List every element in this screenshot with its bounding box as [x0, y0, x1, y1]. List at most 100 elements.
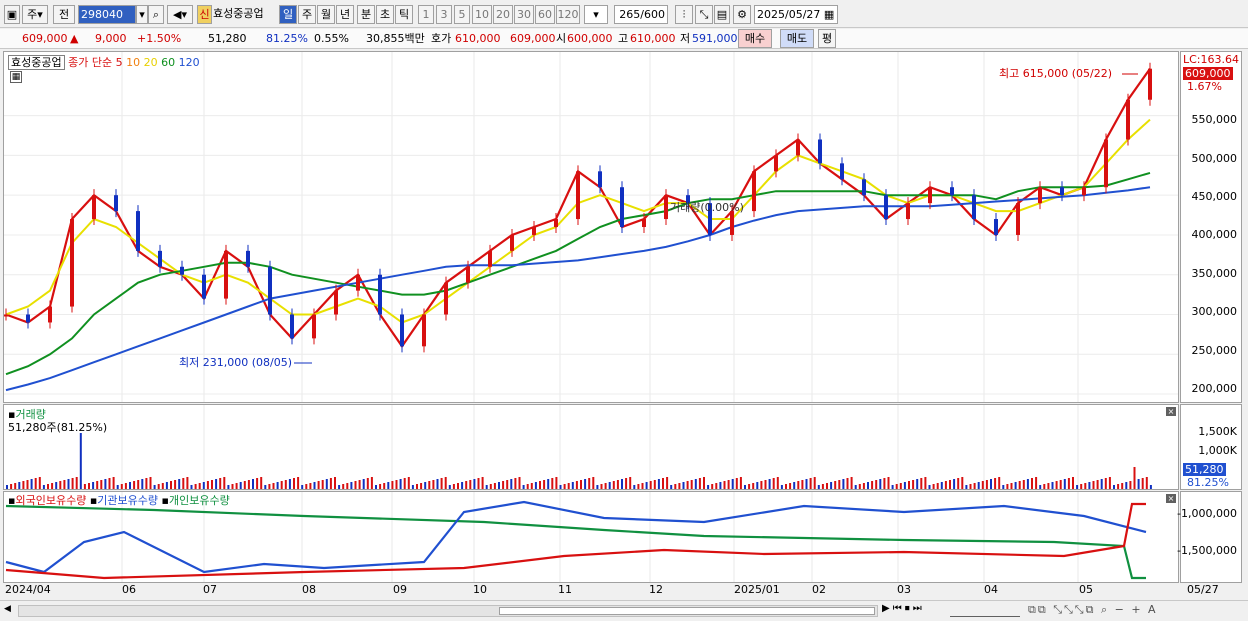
candle-body [708, 203, 712, 235]
volume-bar [346, 483, 349, 489]
volume-bar [891, 485, 894, 489]
candle-body [1148, 68, 1152, 100]
tab-day[interactable]: 일 [279, 5, 297, 24]
price-panel[interactable]: 효성중공업 종가 단순 5 10 20 60 120 ▦ 최고 615,000 … [3, 51, 1179, 403]
scroll-thumb[interactable] [499, 607, 875, 615]
close-icon[interactable]: × [1166, 494, 1176, 503]
candle-body [664, 195, 668, 220]
volume-bar [420, 483, 423, 489]
scroll-track[interactable] [18, 605, 878, 617]
volume-bar [1141, 478, 1144, 489]
volume-bar [321, 480, 324, 489]
tick-5[interactable]: 5 [454, 5, 470, 24]
volume-bar [903, 482, 906, 489]
scroll-left-icon[interactable]: ◀ [4, 604, 11, 614]
candle-body [774, 155, 778, 172]
count-field[interactable]: 265/600 [614, 5, 668, 24]
xlabel: 02 [812, 583, 826, 596]
volume-bar [826, 483, 828, 489]
volume-bar [981, 481, 984, 489]
period-label: 주 [27, 8, 38, 21]
volume-bar [1129, 481, 1132, 489]
calendar-icon[interactable]: ▦ [823, 8, 835, 21]
buy-button[interactable]: 매수 [738, 29, 772, 48]
volume-bar [953, 479, 956, 489]
volume-bar [161, 483, 164, 489]
volume-bar [153, 485, 156, 489]
tab-tick[interactable]: 틱 [395, 5, 413, 24]
chevron-down-icon[interactable]: ▾ [136, 5, 148, 24]
playback-controls[interactable]: ▶⏮⏹⏭ [882, 603, 925, 614]
tick-20[interactable]: 20 [493, 5, 513, 24]
zoom-slider[interactable] [950, 603, 1020, 617]
legend-ma20: 20 [143, 56, 158, 69]
period-select[interactable]: 주▾ [22, 5, 48, 24]
tick-custom-select[interactable]: ▾ [584, 5, 608, 24]
volume-panel[interactable]: ▪거래량 51,280주(81.25%) × [3, 404, 1179, 490]
prev-button[interactable]: 전 [53, 5, 75, 24]
eval-button[interactable]: 평 [818, 29, 836, 48]
volume-bar [645, 482, 648, 489]
tick-120[interactable]: 120 [556, 5, 580, 24]
toolbar: ▣ 주▾ 전 298040 ▾ ⌕ ◀▾ 신 효성중공업 일 주 월 년 분 초… [0, 0, 1248, 28]
gear-icon[interactable]: ⚙ [733, 5, 751, 24]
ytick-450000: 450,000 [1191, 190, 1238, 203]
holding-chart [5, 492, 1147, 582]
tick-30[interactable]: 30 [514, 5, 534, 24]
line-tool-icon[interactable]: ⤡ [695, 5, 713, 24]
volume-bar [174, 480, 177, 489]
window-icon[interactable]: ▣ [4, 5, 20, 24]
tab-second[interactable]: 초 [376, 5, 394, 24]
volume-bar [6, 485, 8, 489]
speaker-icon[interactable]: ◀▾ [167, 5, 193, 24]
tab-minute[interactable]: 분 [357, 5, 375, 24]
candle-body [4, 314, 8, 317]
bottom-bar: ◀ ▶⏮⏹⏭ ⧉⧉ ⤡⤡⤡⧉ ⌕ − + A [0, 600, 1248, 621]
sell-button[interactable]: 매도 [780, 29, 814, 48]
volume-bar [961, 477, 964, 489]
volume-bar [990, 479, 992, 489]
volume-bar [350, 482, 353, 489]
holding-panel[interactable]: ▪외국인보유수량 ▪기관보유수량 ▪개인보유수량 × [3, 491, 1179, 583]
ask-price: 610,000 [455, 32, 501, 45]
volume-bar [1137, 479, 1140, 489]
stock-code-input[interactable]: 298040 [78, 5, 136, 24]
search-icon[interactable]: ⌕ [148, 5, 164, 24]
volume-bar [481, 477, 484, 489]
tab-week[interactable]: 주 [298, 5, 316, 24]
xlabel: 08 [302, 583, 316, 596]
volume-bar [674, 484, 677, 489]
volume-bar [580, 480, 582, 489]
tab-year[interactable]: 년 [336, 5, 354, 24]
volume-bar [1088, 482, 1091, 489]
volume-bar [801, 480, 804, 489]
volume-bar [854, 485, 857, 489]
save-icon[interactable]: ▤ [714, 5, 730, 24]
tick-60[interactable]: 60 [535, 5, 555, 24]
volume-bar [662, 478, 664, 489]
volume-bar [879, 479, 882, 489]
volume-bar [555, 477, 558, 489]
volume-bar [47, 484, 49, 489]
volume-bar [235, 483, 238, 489]
close-icon[interactable]: × [1166, 407, 1176, 416]
grid-icon[interactable]: ▦ [10, 71, 22, 83]
tool-icons[interactable]: ⧉⧉ ⤡⤡⤡⧉ ⌕ − + A [1028, 603, 1158, 616]
volume-bar [280, 481, 283, 489]
candle-body [972, 195, 976, 220]
volume-bar [288, 479, 291, 489]
date-field[interactable]: 2025/05/27 ▦ [754, 5, 838, 24]
volume-bar [338, 485, 341, 489]
volume-bar [711, 484, 714, 489]
volume-bar [600, 484, 603, 489]
tab-month[interactable]: 월 [317, 5, 335, 24]
candle-body [532, 227, 536, 235]
volume-bar [1125, 482, 1128, 489]
tick-10[interactable]: 10 [472, 5, 492, 24]
volume-bar [518, 477, 521, 489]
tick-3[interactable]: 3 [436, 5, 452, 24]
volume-bar [510, 479, 513, 489]
candle-icon[interactable]: ⫶ [675, 5, 693, 24]
volume-pct-tag: 81.25% [1187, 476, 1229, 489]
tick-1[interactable]: 1 [418, 5, 434, 24]
